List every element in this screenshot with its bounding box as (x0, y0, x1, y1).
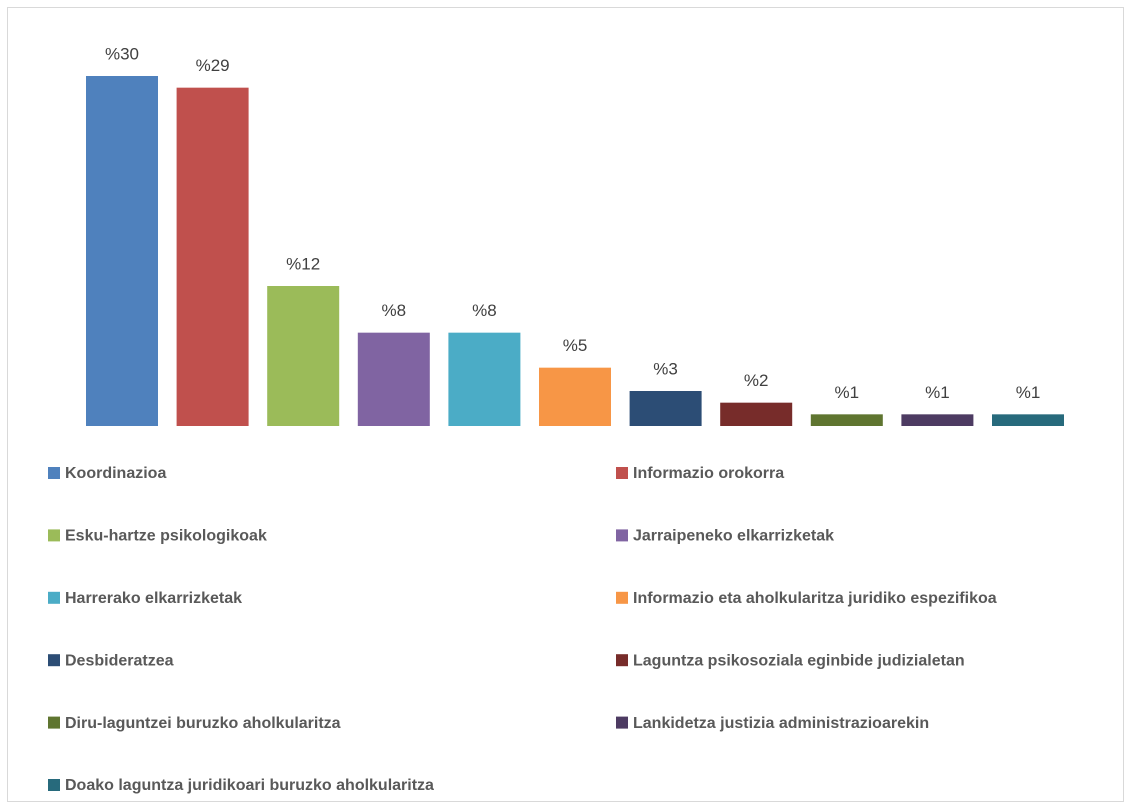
legend-swatch (616, 467, 628, 479)
legend-swatch (48, 716, 60, 729)
legend-label: Esku-hartze psikologikoak (65, 528, 267, 545)
value-label: %30 (105, 44, 139, 63)
bar (901, 414, 974, 426)
legend-label: Desbideratzea (65, 652, 174, 669)
legend-swatch (616, 591, 628, 604)
value-label: %1 (1016, 383, 1041, 402)
bar (720, 402, 793, 426)
value-label: %3 (653, 359, 678, 378)
bar (992, 414, 1064, 426)
value-label: %8 (382, 301, 407, 320)
bar (629, 391, 702, 426)
value-label: %2 (744, 371, 769, 390)
legend-label: Laguntza psikosoziala eginbide judiziale… (633, 652, 965, 669)
bar (810, 414, 883, 426)
bar (448, 332, 521, 426)
legend-label: Lankidetza justizia administrazioarekin (633, 715, 929, 732)
bar (539, 367, 611, 426)
value-label: %8 (472, 301, 497, 320)
value-label: %1 (925, 383, 950, 402)
legend-swatch (48, 779, 60, 791)
legend-swatch (48, 591, 60, 604)
legend-label: Diru-laguntzei buruzko aholkularitza (65, 715, 341, 732)
legend-label: Informazio eta aholkularitza juridiko es… (633, 590, 997, 607)
value-label: %1 (835, 383, 860, 402)
bar (267, 286, 340, 426)
bar (176, 87, 249, 427)
bar (86, 76, 158, 426)
legend-swatch (48, 654, 60, 667)
legend-swatch (48, 467, 60, 479)
bar (357, 332, 430, 426)
value-label: %12 (286, 254, 320, 273)
value-label: %29 (196, 56, 230, 75)
value-label: %5 (563, 336, 588, 355)
legend-label: Jarraipeneko elkarrizketak (633, 528, 834, 545)
legend-swatch (48, 529, 60, 542)
legend-swatch (616, 654, 628, 667)
legend-label: Koordinazioa (65, 465, 166, 482)
legend-label: Informazio orokorra (633, 465, 784, 482)
legend-label: Doako laguntza juridikoari buruzko aholk… (65, 777, 434, 794)
legend-swatch (616, 529, 628, 542)
legend-label: Harrerako elkarrizketak (65, 590, 242, 607)
legend-swatch (616, 716, 628, 729)
